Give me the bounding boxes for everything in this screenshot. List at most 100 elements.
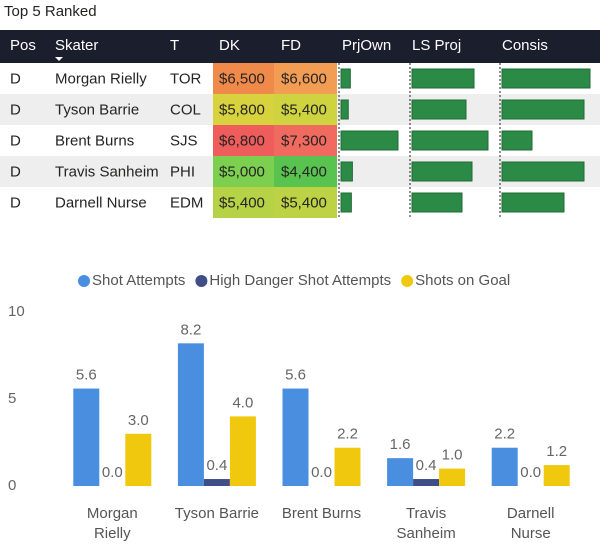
table-cell: $6,800 (219, 132, 265, 149)
legend-label: Shots on Goal (415, 272, 510, 289)
column-header: T (170, 37, 179, 54)
data-bar (501, 192, 565, 213)
table-cell: $6,600 (281, 70, 327, 87)
value-label: 1.6 (390, 436, 411, 453)
data-bar (340, 192, 352, 213)
table-header (0, 30, 600, 63)
column-header: DK (219, 37, 240, 54)
table-cell: Travis Sanheim (55, 163, 159, 180)
legend-marker (401, 275, 414, 287)
value-label: 5.6 (285, 367, 306, 384)
legend-marker (195, 275, 208, 287)
cell-color (274, 125, 337, 156)
value-label: 1.0 (442, 447, 463, 464)
value-label: 0.0 (311, 464, 332, 481)
bar (73, 388, 100, 486)
column-header: FD (281, 37, 301, 54)
table-cell: D (10, 70, 21, 87)
cell-color (213, 156, 274, 187)
cell-color (274, 156, 337, 187)
value-label: 2.2 (494, 426, 515, 443)
table-cell: Morgan Rielly (55, 70, 147, 87)
table-cell: Tyson Barrie (55, 101, 139, 118)
table-cell: PHI (170, 163, 195, 180)
column-header: Consis (502, 37, 548, 54)
x-tick-label: Darnell Nurse (507, 505, 555, 542)
sort-arrow (55, 57, 63, 61)
value-label: 2.2 (337, 426, 358, 443)
bar (334, 447, 361, 486)
bar (203, 479, 230, 486)
cell-color (213, 94, 274, 125)
table-cell: D (10, 132, 21, 149)
value-label: 0.0 (520, 464, 541, 481)
data-bar (340, 161, 353, 182)
table-cell: EDM (170, 194, 203, 211)
table-cell: D (10, 163, 21, 180)
cell-color (274, 187, 337, 218)
data-bar (501, 130, 533, 151)
bar (543, 465, 570, 486)
bar (413, 479, 440, 486)
table-title: Top 5 Ranked (4, 3, 97, 20)
column-header: Pos (10, 37, 36, 54)
data-bar (340, 130, 399, 151)
table-cell: D (10, 101, 21, 118)
table-cell: TOR (170, 70, 202, 87)
bar (177, 343, 204, 486)
column-header: LS Proj (412, 37, 461, 54)
x-tick-label: Morgan Rielly (87, 505, 138, 542)
x-tick-label: Tyson Barrie (175, 505, 259, 522)
table-cell: Brent Burns (55, 132, 134, 149)
table-cell: SJS (170, 132, 198, 149)
table-cell: D (10, 194, 21, 211)
legend-label: High Danger Shot Attempts (209, 272, 391, 289)
legend-label: Shot Attempts (92, 272, 185, 289)
y-tick-label: 0 (8, 477, 16, 494)
value-label: 8.2 (180, 321, 201, 338)
data-bar (501, 68, 591, 89)
cell-color (274, 94, 337, 125)
data-bar (411, 161, 473, 182)
data-bar (411, 99, 467, 120)
value-label: 0.4 (206, 457, 227, 474)
legend-marker (78, 275, 90, 287)
bar (439, 468, 466, 486)
value-label: 0.0 (102, 464, 123, 481)
value-label: 4.0 (232, 394, 253, 411)
table-cell: $4,400 (281, 163, 327, 180)
value-label: 5.6 (76, 367, 97, 384)
bar (282, 388, 309, 486)
table-cell: Darnell Nurse (55, 194, 147, 211)
table-cell: $7,300 (281, 132, 327, 149)
table-cell: $5,400 (281, 101, 327, 118)
bar (229, 416, 256, 486)
data-bar (411, 68, 475, 89)
table-cell: $5,400 (219, 194, 265, 211)
cell-color (213, 187, 274, 218)
bar (491, 447, 518, 486)
x-tick-label: Travis Sanheim (396, 505, 455, 542)
x-tick-label: Brent Burns (282, 505, 361, 522)
data-bar (411, 192, 463, 213)
table-cell: $5,800 (219, 101, 265, 118)
table-cell: COL (170, 101, 201, 118)
table-cell: $6,500 (219, 70, 265, 87)
cell-color (274, 63, 337, 94)
bar (125, 433, 152, 486)
data-bar (340, 99, 349, 120)
value-label: 1.2 (546, 443, 567, 460)
data-bar (501, 99, 585, 120)
cell-color (213, 63, 274, 94)
bar (387, 458, 414, 486)
table-cell: $5,000 (219, 163, 265, 180)
cell-color (213, 125, 274, 156)
table-cell: $5,400 (281, 194, 327, 211)
data-bar (501, 161, 585, 182)
data-bar (340, 68, 351, 89)
value-label: 3.0 (128, 412, 149, 429)
value-label: 0.4 (416, 457, 437, 474)
column-header: Skater (55, 37, 98, 54)
